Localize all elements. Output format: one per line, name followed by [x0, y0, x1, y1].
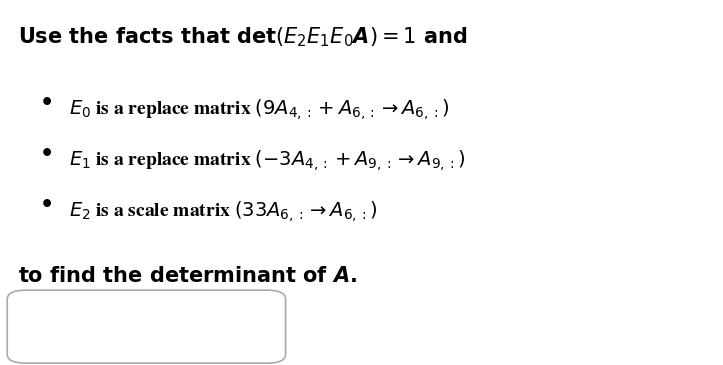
Text: •: •: [40, 93, 54, 113]
Text: •: •: [40, 195, 54, 215]
Text: to find the determinant of $\boldsymbol{A}$.: to find the determinant of $\boldsymbol{…: [18, 266, 357, 287]
FancyBboxPatch shape: [7, 290, 286, 363]
Text: $\boldsymbol{E_2}$ is a scale matrix $(33\boldsymbol{A_{6,:}} \rightarrow \bolds: $\boldsymbol{E_2}$ is a scale matrix $(3…: [69, 199, 377, 224]
Text: $\boldsymbol{E_1}$ is a replace matrix $(-3\boldsymbol{A_{4,:}} + \boldsymbol{A_: $\boldsymbol{E_1}$ is a replace matrix $…: [69, 148, 465, 173]
Text: Use the facts that $\mathbf{det}(\boldsymbol{E_2E_1E_0A}) = 1$ and: Use the facts that $\mathbf{det}(\boldsy…: [18, 26, 468, 49]
Text: •: •: [40, 144, 54, 164]
Text: $\boldsymbol{E_0}$ is a replace matrix $(9\boldsymbol{A_{4,:}} + \boldsymbol{A_{: $\boldsymbol{E_0}$ is a replace matrix $…: [69, 97, 449, 122]
